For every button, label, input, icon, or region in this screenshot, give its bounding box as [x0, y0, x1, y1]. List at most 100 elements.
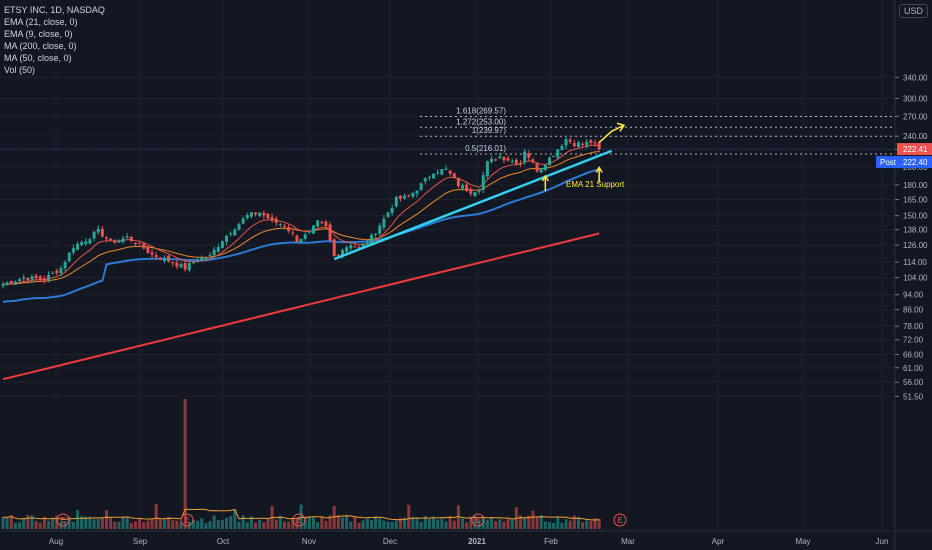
- candle-body: [249, 212, 253, 217]
- volume-bar: [254, 522, 258, 529]
- candle-body: [216, 246, 220, 252]
- volume-bar: [490, 518, 494, 529]
- candle-body: [473, 192, 477, 196]
- volume-bar: [440, 518, 444, 529]
- candle-body: [105, 237, 108, 239]
- candle-body: [150, 252, 154, 255]
- candle-body: [531, 159, 535, 163]
- volume-bar: [307, 516, 311, 529]
- candle-body: [18, 279, 22, 282]
- candle-body: [225, 235, 229, 242]
- volume-bar: [572, 515, 576, 529]
- volume-bar: [266, 518, 270, 529]
- volume-bar: [295, 519, 299, 529]
- candle-body: [419, 183, 423, 191]
- volume-bar: [436, 519, 440, 529]
- candle-body: [121, 238, 125, 243]
- candle-body: [597, 142, 601, 150]
- volume-bar: [369, 520, 373, 529]
- volume-bar: [179, 522, 183, 529]
- y-tick-label: 114.00: [903, 258, 927, 267]
- volume-bars: [1, 399, 601, 529]
- currency-button[interactable]: USD: [898, 4, 928, 18]
- ema21-line: [2, 151, 600, 285]
- y-tick-label: 165.00: [903, 196, 928, 205]
- candle-body: [494, 159, 498, 161]
- volume-bar: [510, 519, 514, 529]
- support-arrowhead: [595, 166, 603, 173]
- candle-body: [237, 223, 241, 230]
- y-tick-label: 270.00: [903, 112, 928, 121]
- earnings-icon-label: E: [617, 516, 622, 525]
- volume-bar: [204, 522, 208, 529]
- candle-body: [13, 281, 17, 285]
- legend-ema9[interactable]: EMA (9, close, 0): [4, 29, 73, 39]
- volume-bar: [494, 520, 498, 529]
- candle-body: [353, 246, 357, 248]
- volume-bar: [129, 522, 133, 529]
- candle-body: [258, 212, 262, 217]
- volume-bar: [535, 516, 539, 529]
- volume-bar: [113, 521, 117, 529]
- fibonacci-levels: 1.618(269.57)1.272(253.00)1(239.97) 0.5(2…: [0, 107, 895, 155]
- volume-bar: [287, 521, 291, 529]
- candle-body: [100, 229, 104, 237]
- volume-bar: [84, 516, 88, 529]
- candle-body: [328, 224, 332, 241]
- candle-body: [485, 161, 489, 177]
- legend-vol[interactable]: Vol (50): [4, 65, 36, 75]
- candle-body: [378, 225, 382, 234]
- volume-bar: [398, 517, 402, 529]
- volume-bar: [9, 515, 13, 529]
- volume-bar: [345, 515, 349, 529]
- volume-bar: [386, 521, 390, 529]
- legend-ema21[interactable]: EMA (21, close, 0): [4, 17, 78, 27]
- candle-body: [245, 214, 249, 219]
- candle-body: [403, 195, 407, 199]
- volume-bar: [80, 516, 84, 529]
- volume-bar: [291, 518, 295, 529]
- candle-body: [514, 159, 518, 165]
- candle-body: [162, 257, 166, 261]
- volume-bar: [332, 505, 336, 529]
- legend-ma200[interactable]: MA (200, close, 0): [4, 41, 77, 51]
- candle-body: [394, 197, 398, 207]
- volume-bar: [171, 520, 175, 529]
- legend-ma50[interactable]: MA (50, close, 0): [4, 53, 72, 63]
- volume-bar: [365, 518, 369, 529]
- fib-level-label: 1.618(269.57): [456, 107, 506, 116]
- volume-bar: [547, 522, 551, 529]
- candle-body: [398, 195, 402, 199]
- volume-bar: [191, 519, 195, 529]
- volume-bar: [519, 515, 522, 529]
- symbol-title[interactable]: ETSY INC, 1D, NASDAQ: [4, 5, 105, 15]
- y-tick-label: 66.00: [903, 350, 924, 359]
- candle-body: [506, 158, 510, 161]
- candle-body: [461, 185, 465, 189]
- post-market-badge: [876, 156, 932, 169]
- volume-bar: [175, 520, 179, 529]
- volume-bar: [361, 520, 365, 529]
- volume-bar: [200, 518, 204, 529]
- candle-body: [59, 268, 63, 274]
- candle-body: [490, 158, 494, 163]
- volume-bar: [407, 504, 411, 529]
- candle-body: [510, 161, 514, 163]
- volume-bar: [274, 519, 278, 529]
- candle-body: [295, 235, 299, 242]
- volume-bar: [117, 521, 121, 529]
- volume-bar: [150, 519, 154, 529]
- x-tick-label: Jun: [876, 537, 889, 546]
- volume-bar: [502, 521, 506, 529]
- ma200-line: [2, 232, 600, 381]
- volume-bar: [485, 519, 489, 529]
- volume-bar: [38, 522, 42, 529]
- volume-bar: [237, 521, 241, 529]
- volume-bar: [543, 521, 547, 529]
- candle-body: [233, 229, 237, 236]
- volume-bar: [142, 522, 146, 529]
- volume-bar: [249, 516, 253, 529]
- x-tick-label: Aug: [49, 537, 63, 546]
- candle-body: [196, 260, 200, 262]
